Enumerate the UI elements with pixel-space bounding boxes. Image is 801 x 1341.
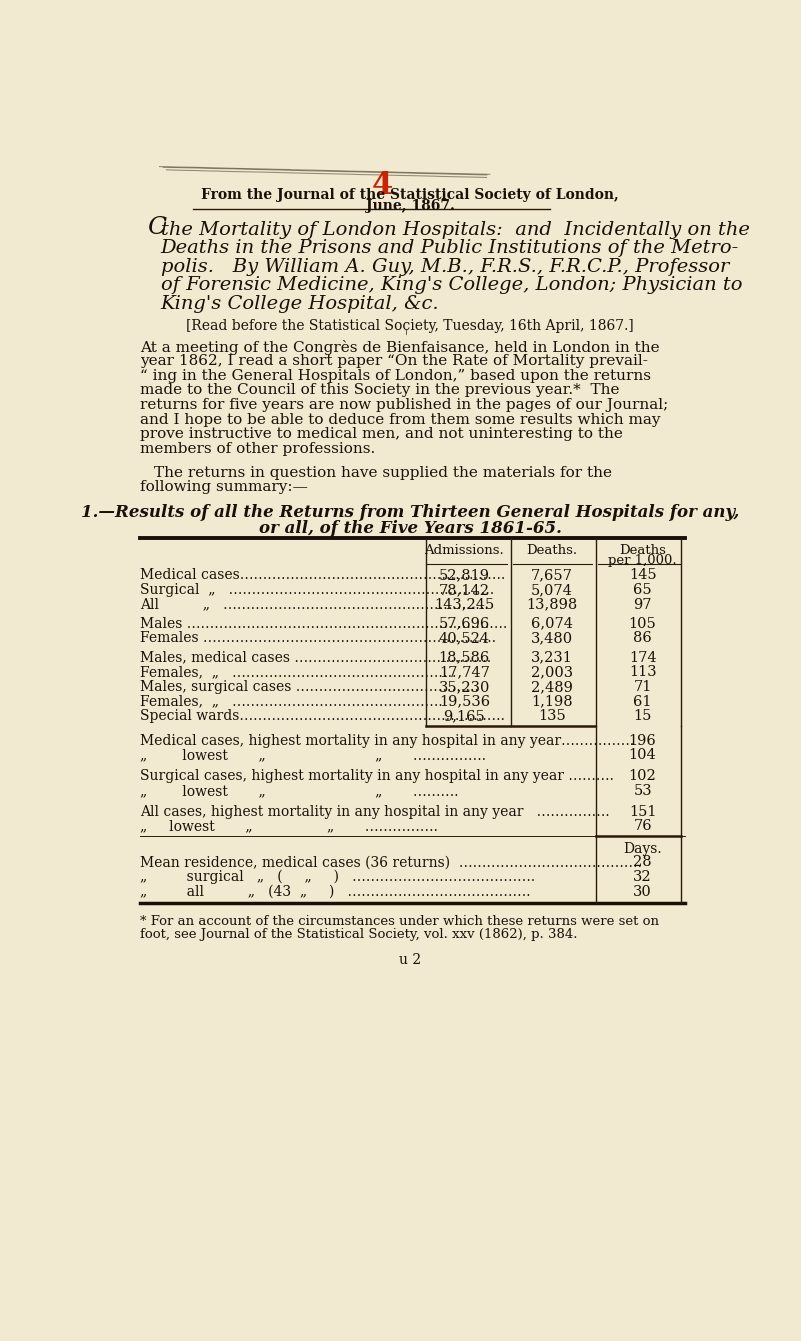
- Text: „         surgical   „   (     „     )   ………………………………….: „ surgical „ ( „ ) ………………………………….: [140, 870, 536, 885]
- Text: 145: 145: [629, 569, 657, 582]
- Text: From the Journal of the Statistical Society of London,: From the Journal of the Statistical Soci…: [201, 188, 619, 202]
- Text: Deaths.: Deaths.: [526, 543, 578, 557]
- Text: returns for five years are now published in the pages of our Journal;: returns for five years are now published…: [140, 398, 669, 412]
- Text: following summary:—: following summary:—: [140, 480, 308, 495]
- Text: 2,003: 2,003: [531, 665, 573, 680]
- Text: All cases, highest mortality in any hospital in any year   …………….: All cases, highest mortality in any hosp…: [140, 805, 610, 818]
- Text: 18,586: 18,586: [439, 650, 490, 665]
- Text: Males, medical cases …………………………………….: Males, medical cases …………………………………….: [140, 650, 492, 665]
- Text: Surgical  „   ………………………………………………….: Surgical „ ………………………………………………….: [140, 583, 494, 597]
- Text: „        lowest       „                         „       ……….: „ lowest „ „ ……….: [140, 784, 459, 798]
- Text: 1.—Results of all the Returns from Thirteen General Hospitals for any,: 1.—Results of all the Returns from Thirt…: [81, 504, 739, 522]
- Text: * For an account of the circumstances under which these returns were set on: * For an account of the circumstances un…: [140, 915, 659, 928]
- Text: per 1,000.: per 1,000.: [608, 554, 677, 567]
- Text: 113: 113: [629, 665, 657, 680]
- Text: June, 1867.: June, 1867.: [366, 200, 454, 213]
- Text: made to the Council of this Society in the previous year.*  The: made to the Council of this Society in t…: [140, 384, 620, 397]
- Text: foot, see Journal of the Statistical Society, vol. xxv (1862), p. 384.: foot, see Journal of the Statistical Soc…: [140, 928, 578, 941]
- Text: the Mortality of London Hospitals:  and  Incidentally on the: the Mortality of London Hospitals: and I…: [160, 221, 750, 239]
- Text: 57,696: 57,696: [439, 617, 490, 630]
- Text: 86: 86: [634, 632, 652, 645]
- Text: Females ……………………………………………………….: Females ……………………………………………………….: [140, 632, 497, 645]
- Text: 4: 4: [372, 170, 392, 201]
- Text: 135: 135: [538, 709, 566, 723]
- Text: 7,657: 7,657: [531, 569, 573, 582]
- Text: [Read before the Statistical Society, Tuesday, 16th April, 1867.]: [Read before the Statistical Society, Tu…: [187, 319, 634, 333]
- Text: At a meeting of the Congrès de Bienfaisance, held in London in the: At a meeting of the Congrès de Bienfaisa…: [140, 339, 660, 354]
- Text: 1,198: 1,198: [531, 695, 573, 708]
- Text: and I hope to be able to deduce from them some results which may: and I hope to be able to deduce from the…: [140, 413, 661, 426]
- Text: 78,142: 78,142: [439, 583, 490, 597]
- Text: of Forensic Medicine, King's College, London; Physician to: of Forensic Medicine, King's College, Lo…: [160, 276, 742, 295]
- Text: Surgical cases, highest mortality in any hospital in any year ……….: Surgical cases, highest mortality in any…: [140, 770, 614, 783]
- Text: „        lowest       „                         „       …………….: „ lowest „ „ …………….: [140, 748, 486, 763]
- Text: “ ing in the General Hospitals of London,” based upon the returns: “ ing in the General Hospitals of London…: [140, 369, 651, 382]
- Text: 19,536: 19,536: [439, 695, 490, 708]
- Text: 53: 53: [634, 784, 652, 798]
- Text: 2,489: 2,489: [531, 680, 573, 693]
- Text: Days.: Days.: [623, 842, 662, 857]
- Text: Males, surgical cases ………………………………….: Males, surgical cases ………………………………….: [140, 680, 479, 693]
- Text: 52,819: 52,819: [439, 569, 490, 582]
- Text: 76: 76: [634, 819, 652, 833]
- Text: 28: 28: [634, 856, 652, 869]
- Text: Deaths in the Prisons and Public Institutions of the Metro-: Deaths in the Prisons and Public Institu…: [160, 240, 739, 257]
- Text: 151: 151: [629, 805, 656, 818]
- Text: 71: 71: [634, 680, 652, 693]
- Text: 196: 196: [629, 734, 657, 748]
- Text: Special wards………………………………………………….: Special wards………………………………………………….: [140, 709, 505, 723]
- Text: Females,  „   ……………………………………….: Females, „ ……………………………………….: [140, 695, 443, 708]
- Text: 97: 97: [634, 598, 652, 611]
- Text: members of other professions.: members of other professions.: [140, 443, 376, 456]
- Text: C: C: [147, 216, 166, 239]
- Text: 35,230: 35,230: [439, 680, 490, 693]
- Text: 9,165: 9,165: [444, 709, 485, 723]
- Text: 3,231: 3,231: [531, 650, 573, 665]
- Text: 105: 105: [629, 617, 657, 630]
- Text: 15: 15: [634, 709, 652, 723]
- Text: 61: 61: [634, 695, 652, 708]
- Text: Deaths: Deaths: [619, 543, 666, 557]
- Text: prove instructive to medical men, and not uninteresting to the: prove instructive to medical men, and no…: [140, 428, 623, 441]
- Text: 5,074: 5,074: [531, 583, 573, 597]
- Text: u 2: u 2: [399, 953, 421, 967]
- Text: 143,245: 143,245: [434, 598, 494, 611]
- Text: 40,524: 40,524: [439, 632, 490, 645]
- Text: 104: 104: [629, 748, 657, 763]
- Text: 65: 65: [634, 583, 652, 597]
- Text: 13,898: 13,898: [526, 598, 578, 611]
- Text: 3,480: 3,480: [531, 632, 573, 645]
- Text: Medical cases………………………………………………….: Medical cases………………………………………………….: [140, 569, 505, 582]
- Text: „     lowest       „                 „       …………….: „ lowest „ „ …………….: [140, 819, 438, 833]
- Text: 17,747: 17,747: [439, 665, 490, 680]
- Text: polis.   By William A. Guy, M.B., F.R.S., F.R.C.P., Professor: polis. By William A. Guy, M.B., F.R.S., …: [160, 257, 729, 276]
- Text: or all, of the Five Years 1861-65.: or all, of the Five Years 1861-65.: [259, 520, 562, 536]
- Text: Females,  „   ………………………………………….: Females, „ ………………………………………….: [140, 665, 457, 680]
- Text: 6,074: 6,074: [531, 617, 573, 630]
- Text: Mean residence, medical cases (36 returns)  ………………………………….: Mean residence, medical cases (36 return…: [140, 856, 642, 869]
- Text: The returns in question have supplied the materials for the: The returns in question have supplied th…: [155, 465, 613, 480]
- Text: year 1862, I read a short paper “On the Rate of Mortality prevail-: year 1862, I read a short paper “On the …: [140, 354, 648, 369]
- Text: 32: 32: [634, 870, 652, 884]
- Text: 174: 174: [629, 650, 657, 665]
- Text: Medical cases, highest mortality in any hospital in any year…………….: Medical cases, highest mortality in any …: [140, 734, 634, 748]
- Text: 30: 30: [634, 885, 652, 898]
- Text: Admissions.: Admissions.: [425, 543, 505, 557]
- Text: „         all          „   (43  „     )   ………………………………….: „ all „ (43 „ ) ………………………………….: [140, 885, 531, 898]
- Text: All          „   ………………………………………………….: All „ ………………………………………………….: [140, 598, 489, 611]
- Text: King's College Hospital, &c.: King's College Hospital, &c.: [160, 295, 439, 312]
- Text: 102: 102: [629, 770, 657, 783]
- Text: Males …………………………………………………………….: Males …………………………………………………………….: [140, 617, 508, 630]
